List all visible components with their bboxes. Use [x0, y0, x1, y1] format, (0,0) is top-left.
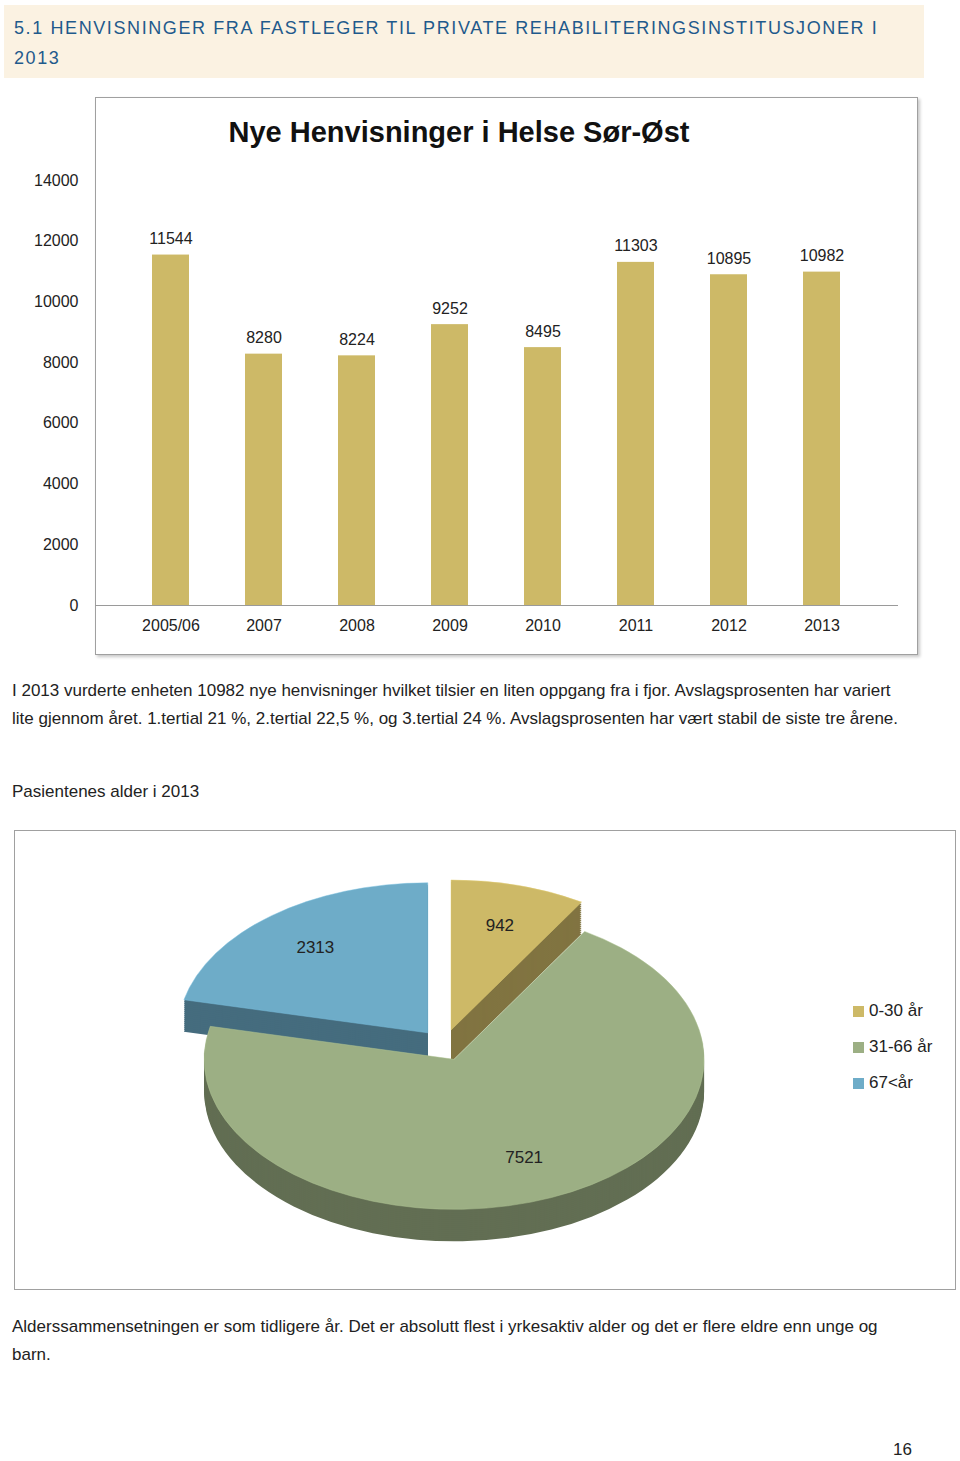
svg-text:8000: 8000	[43, 354, 79, 371]
svg-text:31-66 år: 31-66 år	[869, 1037, 933, 1056]
svg-text:2013: 2013	[804, 617, 840, 634]
svg-text:12000: 12000	[34, 232, 79, 249]
svg-text:2011: 2011	[619, 617, 654, 634]
svg-text:67<år: 67<år	[869, 1073, 913, 1092]
svg-text:2009: 2009	[432, 617, 468, 634]
svg-text:11544: 11544	[149, 230, 192, 247]
svg-text:14000: 14000	[34, 172, 79, 189]
svg-text:7521: 7521	[505, 1148, 543, 1167]
svg-text:8280: 8280	[246, 329, 282, 346]
html-text:16: 16	[893, 1440, 912, 1459]
html-text:I 2013 vurderte enheten 10982: I 2013 vurderte enheten 10982 nye henvis…	[12, 681, 899, 728]
svg-text:0-30 år: 0-30 år	[869, 1001, 923, 1020]
svg-text:8224: 8224	[339, 331, 375, 348]
svg-text:2008: 2008	[339, 617, 375, 634]
html-text:Pasientenes alder i 2013: Pasientenes alder i 2013	[12, 782, 200, 801]
svg-text:0: 0	[70, 597, 79, 614]
svg-text:2007: 2007	[246, 617, 282, 634]
svg-text:6000: 6000	[43, 414, 79, 431]
html-text:Nye Henvisninger i Helse Sør-Ø: Nye Henvisninger i Helse Sør-Øst	[228, 116, 690, 148]
svg-text:8495: 8495	[525, 323, 561, 340]
svg-text:10895: 10895	[707, 250, 752, 267]
svg-text:4000: 4000	[43, 475, 79, 492]
svg-text:2000: 2000	[43, 536, 79, 553]
html-text:Alderssammensetningen er som t: Alderssammensetningen er som tidligere å…	[12, 1317, 878, 1364]
svg-text:2313: 2313	[296, 938, 334, 957]
svg-text:2010: 2010	[525, 617, 561, 634]
svg-text:2005/06: 2005/06	[142, 617, 200, 634]
html-text:5.1 HENVISNINGER FRA FASTLEGER: 5.1 HENVISNINGER FRA FASTLEGER TIL PRIVA…	[14, 18, 879, 68]
svg-text:10982: 10982	[800, 247, 845, 264]
svg-text:9252: 9252	[432, 300, 468, 317]
svg-text:10000: 10000	[34, 293, 79, 310]
svg-text:942: 942	[486, 916, 514, 935]
svg-text:2012: 2012	[711, 617, 747, 634]
svg-text:11303: 11303	[614, 237, 657, 254]
